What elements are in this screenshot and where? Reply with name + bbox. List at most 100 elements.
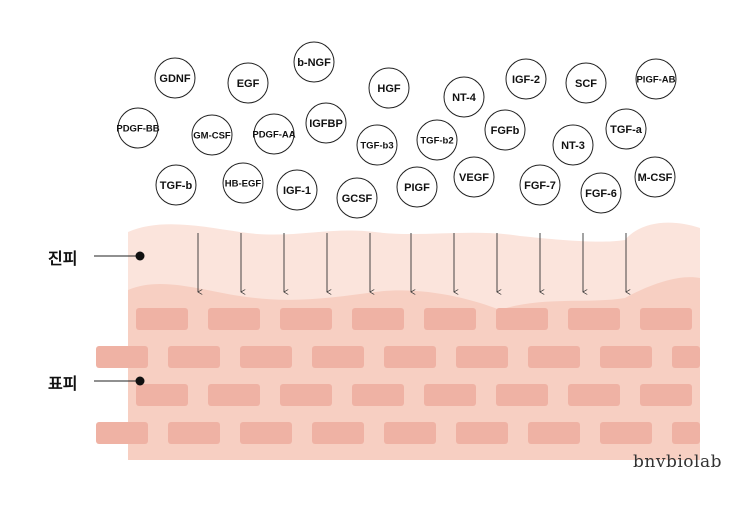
growth-factor-circle [276, 169, 318, 211]
cell-brick [384, 346, 436, 368]
penetration-arrows [198, 233, 626, 292]
growth-factor-label: TGF-b3 [360, 140, 393, 151]
growth-factor-label: GDNF [159, 73, 190, 85]
growth-factor-circle [580, 172, 622, 214]
growth-factor-label: FGF-6 [585, 188, 617, 200]
growth-factor-circle [305, 102, 347, 144]
growth-factor-bubble: FGFb [484, 109, 526, 151]
brand-watermark: bnvbiolab [633, 452, 722, 472]
growth-factor-bubble: IGF-1 [276, 169, 318, 211]
cell-brick [600, 346, 652, 368]
cell-brick [424, 308, 476, 330]
growth-factor-bubble: b-NGF [293, 41, 335, 83]
dermis-pointer-dot [135, 251, 145, 261]
growth-factor-label: GM-CSF [193, 130, 231, 141]
growth-factor-label: NT-4 [452, 92, 477, 104]
growth-factor-circle [519, 164, 561, 206]
cell-brick [424, 384, 476, 406]
growth-factor-bubble: PIGF [396, 166, 438, 208]
cell-brick [640, 384, 692, 406]
epidermis-layer [128, 277, 700, 460]
growth-factor-circle [368, 67, 410, 109]
growth-factor-label: PDGF-BB [116, 123, 159, 134]
growth-factor-bubble: HB-EGF [222, 162, 264, 204]
growth-factor-label: M-CSF [638, 172, 673, 184]
growth-factor-bubble: IGFBP [305, 102, 347, 144]
cell-brick [456, 422, 508, 444]
growth-factor-circle [443, 76, 485, 118]
growth-factor-circle [416, 119, 458, 161]
growth-factor-bubble: HGF [368, 67, 410, 109]
growth-factor-label: GCSF [342, 193, 373, 205]
growth-factor-circle [552, 124, 594, 166]
cell-brick [528, 346, 580, 368]
growth-factor-label: TGF-b2 [420, 135, 453, 146]
epidermis-pointer-dot [135, 376, 145, 386]
cell-brick [384, 422, 436, 444]
growth-factor-circle [396, 166, 438, 208]
growth-factor-bubble: FGF-6 [580, 172, 622, 214]
cell-brick [136, 384, 188, 406]
cell-brick [496, 384, 548, 406]
growth-factor-label: TGF-b [160, 180, 193, 192]
growth-factor-circle [565, 62, 607, 104]
growth-factor-circle [634, 156, 676, 198]
growth-factor-label: VEGF [459, 172, 489, 184]
epidermis-label: 표피 [48, 374, 78, 393]
growth-factor-circle [293, 41, 335, 83]
cell-brick [312, 422, 364, 444]
growth-factor-label: b-NGF [297, 57, 331, 69]
growth-factor-bubble: FGF-7 [519, 164, 561, 206]
growth-factor-circle [191, 114, 233, 156]
cell-brick [96, 422, 148, 444]
cell-brick [136, 308, 188, 330]
cell-bricks [96, 308, 700, 444]
growth-factor-bubble: PlGF-AB [635, 58, 677, 100]
cell-brick [672, 346, 700, 368]
growth-factor-bubble: SCF [565, 62, 607, 104]
cell-brick [672, 422, 700, 444]
cell-brick [568, 384, 620, 406]
growth-factor-bubble: PDGF-BB [116, 107, 160, 149]
growth-factor-label: IGF-1 [283, 185, 311, 197]
cell-brick [240, 422, 292, 444]
growth-factor-bubble: IGF-2 [505, 58, 547, 100]
growth-factor-circle [336, 177, 378, 219]
cell-brick [208, 384, 260, 406]
growth-factor-circle [505, 58, 547, 100]
growth-factor-bubble: NT-3 [552, 124, 594, 166]
growth-factor-bubble: GDNF [154, 57, 196, 99]
growth-factor-circle [356, 124, 398, 166]
growth-factor-label: HB-EGF [225, 178, 262, 189]
growth-factor-circle [635, 58, 677, 100]
growth-factor-label: PDGF-AA [252, 129, 295, 140]
growth-factor-bubble: TGF-b3 [356, 124, 398, 166]
cell-brick [96, 346, 148, 368]
growth-factor-bubble: VEGF [453, 156, 495, 198]
growth-factor-bubble: GM-CSF [191, 114, 233, 156]
growth-factor-bubble: NT-4 [443, 76, 485, 118]
growth-factor-circle [453, 156, 495, 198]
dermis-label: 진피 [48, 249, 78, 268]
growth-factor-circle [154, 57, 196, 99]
growth-factor-bubble: GCSF [336, 177, 378, 219]
growth-factor-circle [227, 62, 269, 104]
growth-factor-label: EGF [237, 78, 260, 90]
cell-brick [600, 422, 652, 444]
growth-factor-label: PIGF [404, 182, 430, 194]
growth-factor-circle [484, 109, 526, 151]
cell-brick [168, 346, 220, 368]
growth-factor-bubble: EGF [227, 62, 269, 104]
cell-brick [352, 384, 404, 406]
growth-factor-bubble: TGF-b2 [416, 119, 458, 161]
cell-brick [312, 346, 364, 368]
cell-brick [496, 308, 548, 330]
cell-brick [352, 308, 404, 330]
growth-factor-label: TGF-a [610, 124, 643, 136]
growth-factor-bubble: M-CSF [634, 156, 676, 198]
growth-factor-circle [253, 113, 295, 155]
growth-factor-bubble: TGF-a [605, 108, 647, 150]
growth-factor-circle [155, 164, 197, 206]
